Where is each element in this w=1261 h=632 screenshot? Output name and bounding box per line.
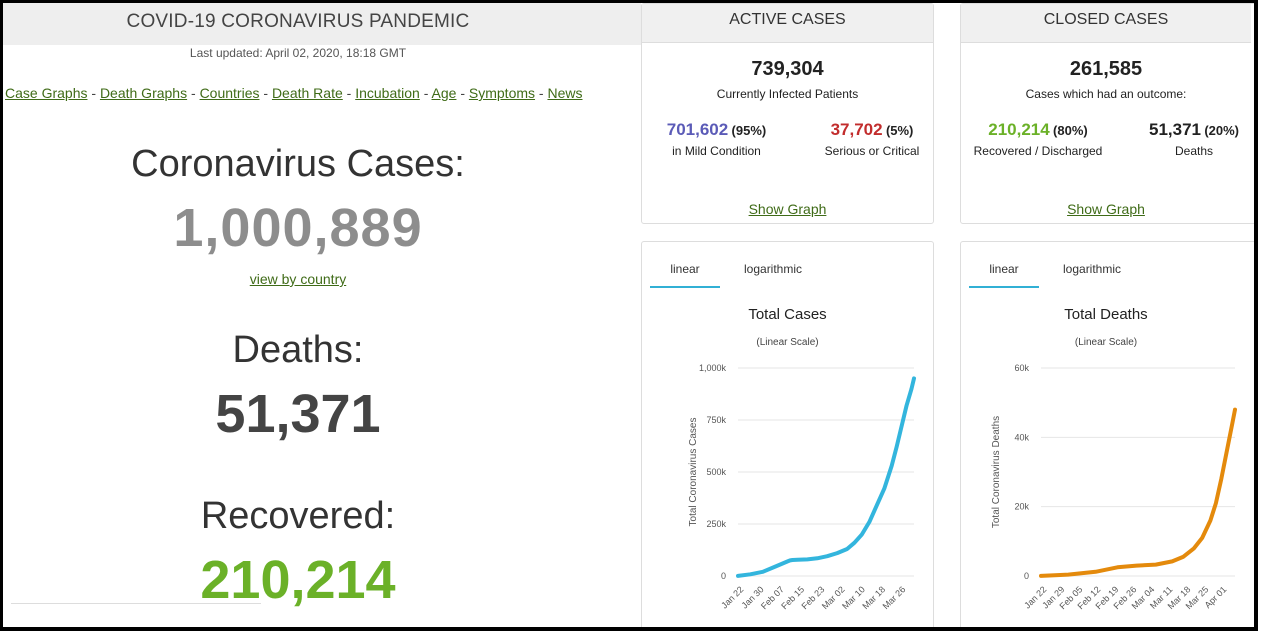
mild-label: in Mild Condition xyxy=(672,144,761,158)
active-cases-subtitle: Currently Infected Patients xyxy=(716,87,859,101)
active-cases-total: 739,304 xyxy=(751,58,824,80)
closed-cases-subtitle: Cases which had an outcome: xyxy=(1025,87,1187,101)
y-tick-label: 0 xyxy=(721,571,726,581)
series-line xyxy=(1039,407,1237,578)
serious-label: Serious or Critical xyxy=(824,144,920,158)
nav-link-incubation[interactable]: Incubation xyxy=(355,85,420,101)
y-axis-label: Total Coronavirus Deaths xyxy=(991,416,1002,528)
nav-separator: - xyxy=(460,85,465,101)
nav-link-news[interactable]: News xyxy=(547,85,583,101)
recovered-label: Recovered: xyxy=(200,495,396,537)
serious-condition-stat: 37,702 (5%) Serious or Critical xyxy=(797,120,947,158)
tab-linear[interactable]: linear xyxy=(969,256,1039,288)
y-tick-label: 1,000k xyxy=(699,363,727,373)
cases-value: 1,000,889 xyxy=(173,198,423,258)
main-column: COVID-19 CORONAVIRUS PANDEMIC Last updat… xyxy=(3,3,641,627)
total-deaths-chart-panel: linear logarithmic Total Deaths (Linear … xyxy=(960,241,1254,627)
y-axis-label: Total Coronavirus Cases xyxy=(688,418,699,527)
y-tick-label: 40k xyxy=(1014,432,1029,442)
total-cases-chart-panel: linear logarithmic Total Cases (Linear S… xyxy=(641,241,934,627)
y-tick-label: 750k xyxy=(706,415,726,425)
nav-link-age[interactable]: Age xyxy=(431,85,457,101)
tab-logarithmic[interactable]: logarithmic xyxy=(744,262,803,276)
closed-deaths-stat: 51,371 (20%) Deaths xyxy=(1129,120,1254,158)
y-tick-label: 500k xyxy=(706,467,726,477)
nav-separator: - xyxy=(423,85,429,101)
closed-cases-total: 261,585 xyxy=(1069,58,1143,80)
deaths-value: 51,371 xyxy=(215,384,381,444)
page-title: COVID-19 CORONAVIRUS PANDEMIC xyxy=(126,11,470,32)
closed-cases-panel: CLOSED CASES 261,585 Cases which had an … xyxy=(960,3,1254,224)
recovered-stat: 210,214 (80%) Recovered / Discharged xyxy=(969,120,1107,158)
tab-logarithmic[interactable]: logarithmic xyxy=(1063,262,1122,276)
active-show-graph-link[interactable]: Show Graph xyxy=(748,201,827,217)
nav-link-symptoms[interactable]: Symptoms xyxy=(468,85,536,101)
closed-recovered-value: 210,214 xyxy=(988,120,1050,139)
nav-link-death-graphs[interactable]: Death Graphs xyxy=(99,85,188,101)
nav-link-death-rate[interactable]: Death Rate xyxy=(271,85,343,101)
nav-separator: - xyxy=(191,85,196,101)
closed-deaths-pct: (20%) xyxy=(1204,123,1240,138)
y-tick-label: 250k xyxy=(706,519,726,529)
closed-cases-title: CLOSED CASES xyxy=(961,4,1251,43)
serious-pct: (5%) xyxy=(885,123,914,138)
chart-title: Total Cases xyxy=(748,306,827,323)
title-bar: COVID-19 CORONAVIRUS PANDEMIC xyxy=(3,3,641,45)
mild-value: 701,602 xyxy=(666,120,729,139)
series-line xyxy=(736,376,916,578)
y-tick-label: 0 xyxy=(1024,571,1029,581)
closed-deaths-value: 51,371 xyxy=(1148,120,1201,139)
y-tick-label: 60k xyxy=(1014,363,1029,373)
mild-condition-stat: 701,602 (95%) in Mild Condition xyxy=(644,120,789,158)
nav-link-countries[interactable]: Countries xyxy=(199,85,260,101)
tab-linear[interactable]: linear xyxy=(650,256,720,288)
mild-pct: (95%) xyxy=(731,123,767,138)
closed-recovered-label: Recovered / Discharged xyxy=(973,144,1103,158)
cases-label: Coronavirus Cases: xyxy=(131,143,465,185)
nav-link-case-graphs[interactable]: Case Graphs xyxy=(5,85,88,101)
view-by-country-link[interactable]: view by country xyxy=(249,271,347,287)
recovered-value: 210,214 xyxy=(200,550,396,610)
deaths-label: Deaths: xyxy=(232,329,364,371)
nav-separator: - xyxy=(538,85,544,101)
chart-subtitle: (Linear Scale) xyxy=(1074,337,1138,348)
closed-deaths-label: Deaths xyxy=(1174,144,1214,158)
closed-show-graph-link[interactable]: Show Graph xyxy=(1067,201,1145,217)
serious-value: 37,702 xyxy=(830,120,883,139)
y-tick-label: 20k xyxy=(1014,502,1029,512)
last-updated: Last updated: April 02, 2020, 18:18 GMT xyxy=(189,46,407,60)
divider xyxy=(11,603,261,604)
chart-title: Total Deaths xyxy=(1064,306,1148,323)
x-tick-label: Mar 26 xyxy=(881,584,908,611)
nav-links: Case Graphs - Death Graphs - Countries -… xyxy=(5,85,582,101)
closed-recovered-pct: (80%) xyxy=(1053,123,1088,138)
nav-separator: - xyxy=(91,85,97,101)
nav-separator: - xyxy=(263,85,269,101)
active-cases-panel: ACTIVE CASES 739,304 Currently Infected … xyxy=(641,3,934,224)
active-cases-title: ACTIVE CASES xyxy=(642,4,933,43)
chart-subtitle: (Linear Scale) xyxy=(756,337,819,348)
nav-separator: - xyxy=(346,85,352,101)
